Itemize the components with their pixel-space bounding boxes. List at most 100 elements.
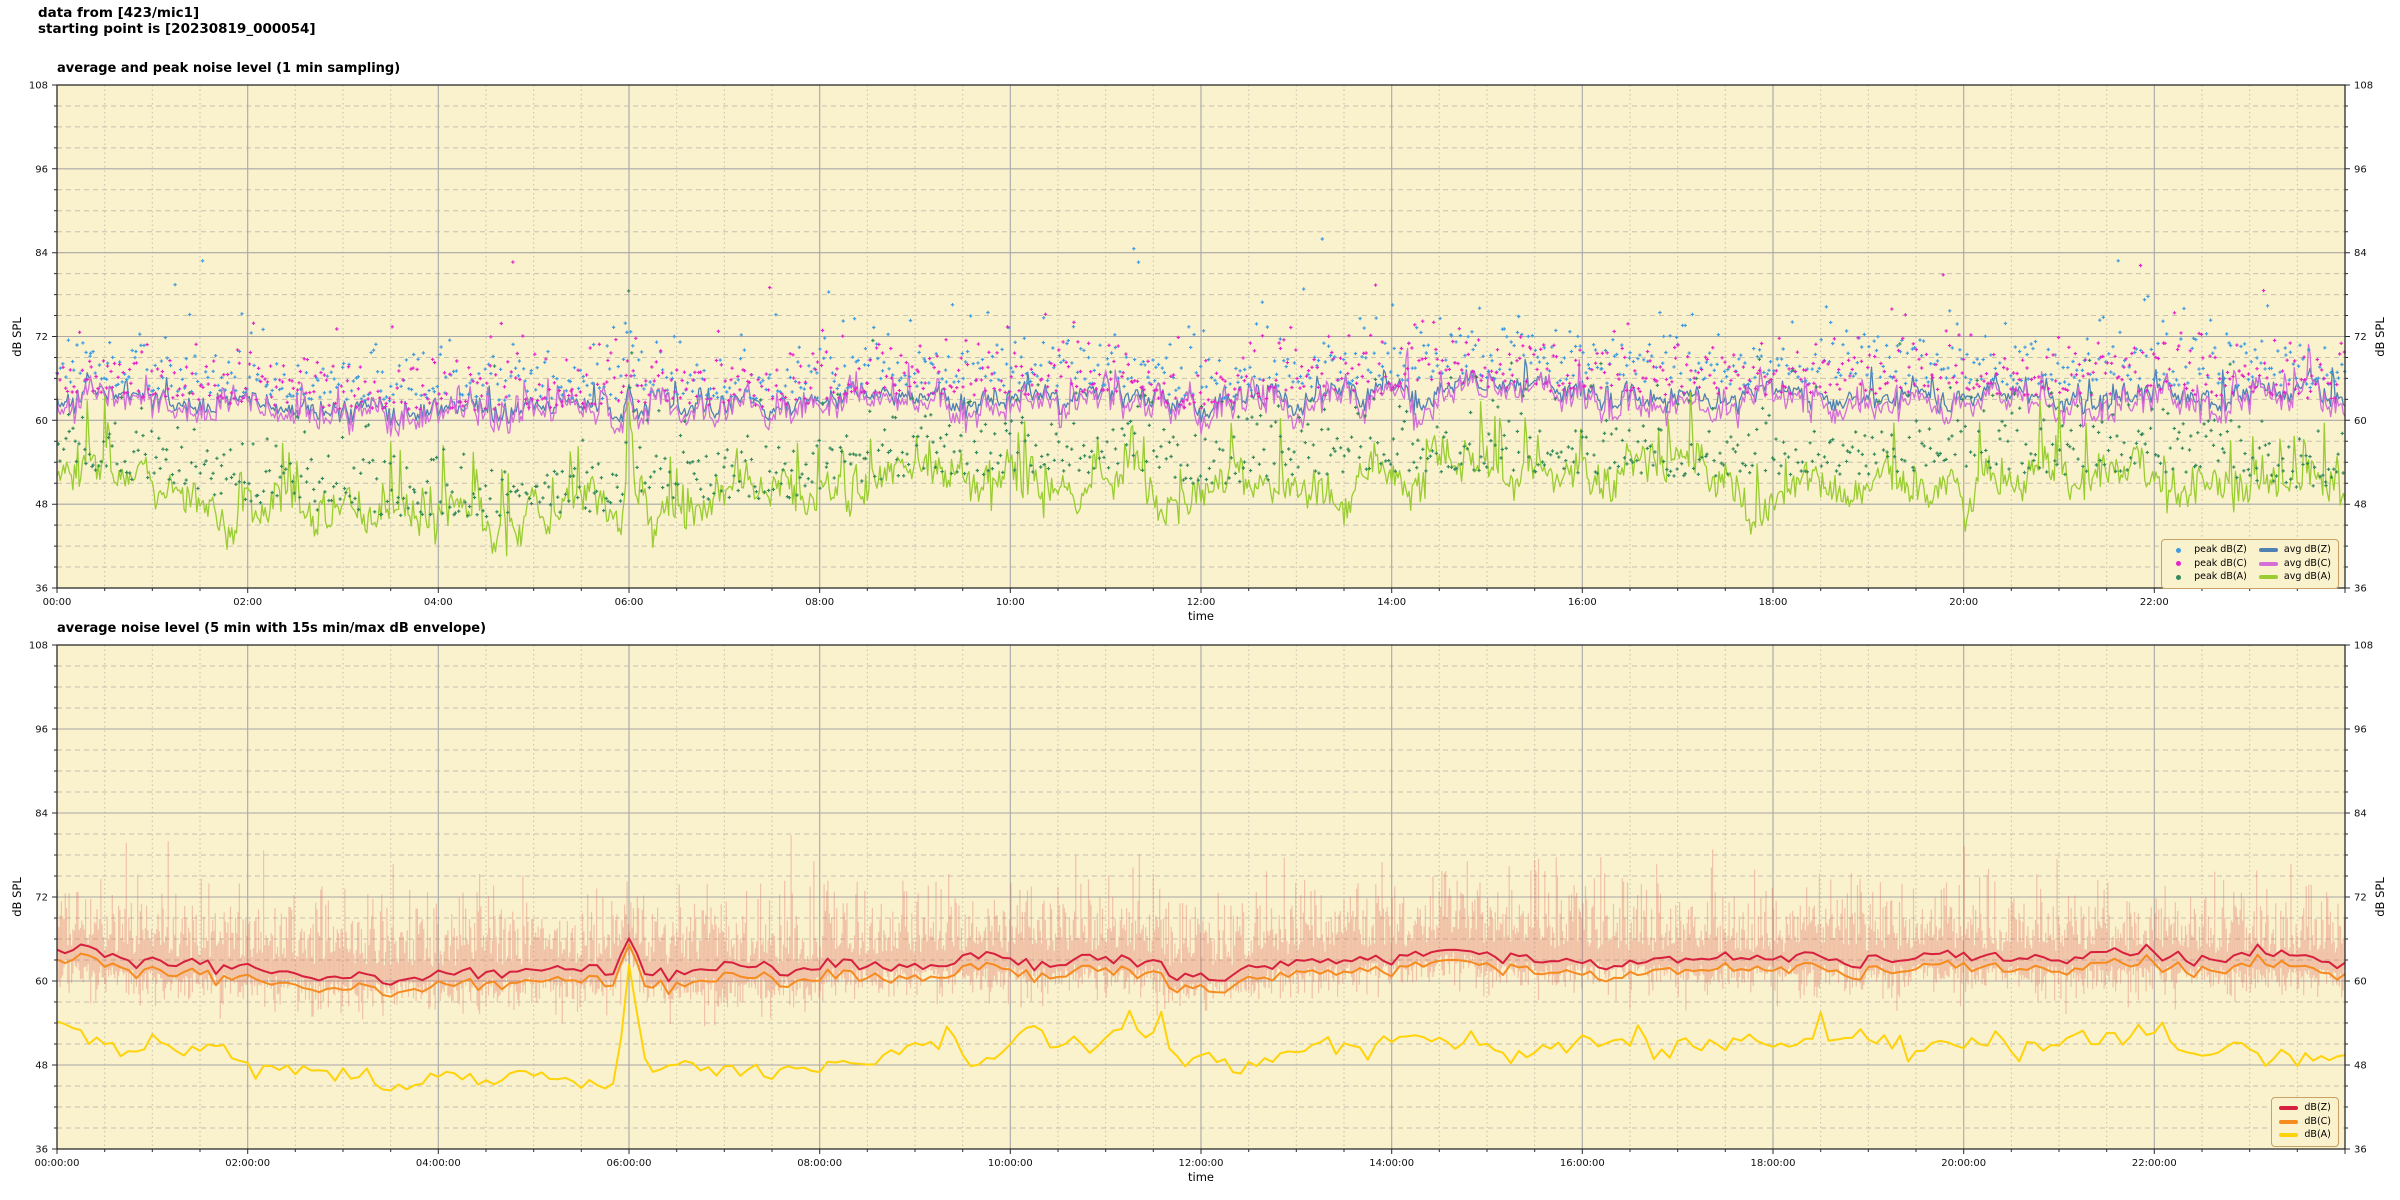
chart2-title: average noise level (5 min with 15s min/… [57,621,487,636]
y-tick-label-right: 72 [2354,893,2367,904]
legend-label: avg dB(C) [2283,557,2331,569]
y-tick-label-right: 36 [2354,1145,2367,1156]
legend-label: dB(A) [2304,1129,2331,1140]
legend-label: peak dB(Z) [2194,544,2247,555]
x-tick-label: 00:00:00 [35,1158,80,1169]
y-tick-label-left: 84 [35,809,48,820]
legend-label: peak dB(C) [2194,557,2247,569]
y-tick-label-left: 48 [35,500,48,511]
legend-line-marker-icon [2258,575,2278,580]
x-tick-label: 10:00 [996,597,1025,608]
x-tick-label: 22:00 [2140,597,2169,608]
legend-item: peak dB(A) [2169,571,2247,584]
x-tick-label: 16:00 [1568,597,1597,608]
y-tick-label-left: 60 [35,977,48,988]
x-tick-label: 00:00 [43,597,72,608]
tick-marks [52,84,2350,593]
legend-item: peak dB(Z) [2169,544,2247,557]
legend-dot-marker-icon [2176,561,2182,567]
line-avg-db-c- [56,343,2346,437]
y-tick-label-right: 60 [2354,977,2367,988]
legend-line-marker-icon [2279,1133,2299,1138]
x-tick-label: 06:00:00 [607,1158,652,1169]
line-db-a- [56,963,2346,1092]
legend-column: dB(Z) dB(C) dB(A) [2279,1102,2331,1142]
line-avg-db-z- [56,358,2346,427]
scatter-peak-db-a- [56,289,2345,519]
y-tick-label-right: 108 [2354,641,2373,652]
legend-item: dB(Z) [2279,1102,2331,1115]
y-tick-label-left: 96 [35,164,48,175]
y-tick-label-left: 96 [35,725,48,736]
y-tick-label-left: 72 [35,893,48,904]
x-tick-label: 08:00 [805,597,834,608]
x-tick-label: 10:00:00 [988,1158,1033,1169]
y-tick-label-right: 84 [2354,809,2367,820]
legend-dot-marker-icon [2176,547,2182,553]
y-tick-label-left: 72 [35,332,48,343]
x-tick-label: 02:00 [233,597,262,608]
line-avg-db-a- [56,391,2346,557]
legend-label: dB(Z) [2304,1102,2331,1113]
tick-labels: 36 36 48 48 60 60 72 72 84 84 96 96 108 108 00:00:00 02… [29,641,2373,1170]
y-tick-label-left: 36 [35,584,48,595]
legend-column: peak dB(Z) peak dB(C) peak dB(A) [2169,544,2247,584]
legend-line-marker-icon [2279,1119,2299,1124]
y-tick-label-left: 108 [29,641,48,652]
y-tick-label-right: 36 [2354,584,2367,595]
x-tick-label: 12:00:00 [1179,1158,1224,1169]
figure-header: data from [423/mic1] starting point is [… [38,5,316,37]
chart-1: 36 36 48 48 60 60 72 72 84 84 96 96 108 108 00:00 02:00… [29,81,2373,609]
line-db-c- [56,943,2346,998]
legend-item: avg dB(C) [2258,557,2331,571]
y-tick-label-left: 36 [35,1145,48,1156]
x-tick-label: 18:00:00 [1751,1158,1796,1169]
y-tick-label-right: 60 [2354,416,2367,427]
y-tick-label-left: 84 [35,248,48,259]
header-line-1: data from [423/mic1] [38,5,200,21]
x-tick-label: 20:00 [1949,597,1978,608]
legend-line-marker-icon [2258,548,2278,553]
line-db-z- [56,937,2346,986]
y-tick-label-right: 96 [2354,725,2367,736]
legend-dot-marker-icon [2176,574,2182,580]
y-tick-label-right: 96 [2354,164,2367,175]
legend-column: avg dB(Z) avg dB(C) avg dB(A) [2258,544,2331,584]
x-tick-label: 08:00:00 [797,1158,842,1169]
legend-item: avg dB(Z) [2258,544,2331,557]
legend-label: peak dB(A) [2194,571,2247,582]
y-tick-label-left: 48 [35,1061,48,1072]
y-tick-label-left: 108 [29,81,48,92]
axis-ticks [52,644,2350,1154]
x-tick-label: 14:00:00 [1369,1158,1414,1169]
header-line-2: starting point is [20230819_000054] [38,21,316,37]
x-tick-label: 16:00:00 [1560,1158,1605,1169]
tick-labels: 36 36 48 48 60 60 72 72 84 84 96 96 108 108 00:00 02:00… [29,81,2373,609]
y-tick-label-right: 84 [2354,248,2367,259]
y-tick-label-right: 108 [2354,81,2373,92]
chart-2: 36 36 48 48 60 60 72 72 84 84 96 96 108 108 00:00:00 02… [29,641,2373,1170]
chart-2-legend: dB(Z) dB(C) dB(A) [2271,1097,2339,1147]
x-tick-label: 02:00:00 [225,1158,270,1169]
chart1-xlabel: time [1188,609,1214,623]
y-tick-label-right: 72 [2354,332,2367,343]
legend-label: dB(C) [2304,1115,2331,1127]
axis-ticks [52,84,2350,593]
legend-item: peak dB(C) [2169,558,2247,571]
y-tick-label-left: 60 [35,416,48,427]
x-tick-label: 04:00:00 [416,1158,461,1169]
chart1-title: average and peak noise level (1 min samp… [57,61,401,76]
legend-line-marker-icon [2258,561,2278,566]
x-tick-label: 06:00 [615,597,644,608]
chart-1-legend: peak dB(Z) peak dB(C) peak dB(A) avg dB(Z) a… [2161,539,2339,589]
legend-line-marker-icon [2279,1106,2299,1111]
y-tick-label-right: 48 [2354,500,2367,511]
major-gridlines [57,645,2345,1149]
legend-item: dB(A) [2279,1129,2331,1142]
legend-label: avg dB(A) [2283,571,2331,582]
x-tick-label: 22:00:00 [2132,1158,2177,1169]
x-tick-label: 12:00 [1187,597,1216,608]
grid [57,645,2345,1149]
